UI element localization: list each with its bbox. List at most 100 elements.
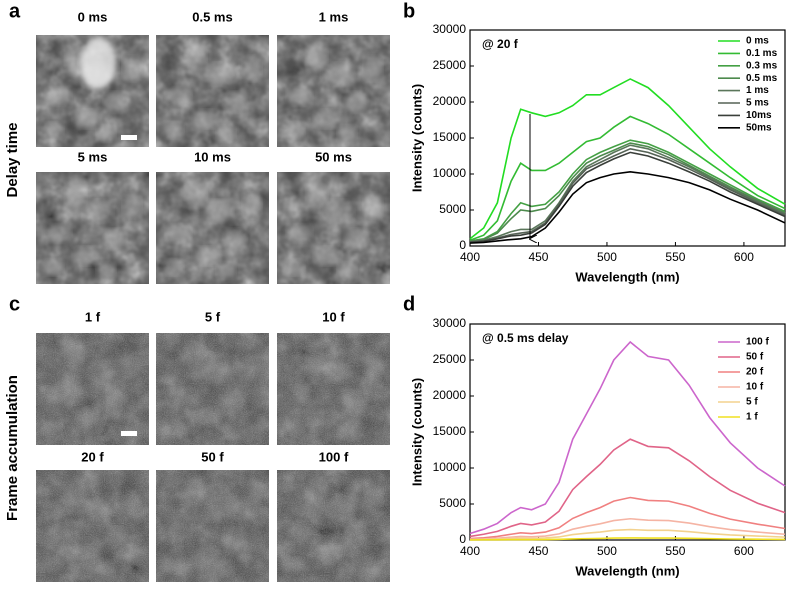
image-caption: 100 f <box>319 449 349 464</box>
image-blob <box>104 92 127 113</box>
y-tick-label: 0 <box>459 238 466 252</box>
image-blob <box>306 41 327 74</box>
image-noise <box>36 470 149 582</box>
series-line <box>469 537 786 541</box>
legend-label: 0.3 ms <box>746 60 778 71</box>
micrograph <box>156 333 269 445</box>
series-line <box>469 142 786 243</box>
micrograph <box>36 172 149 284</box>
annotation: @ 20 f <box>482 37 519 51</box>
micrograph <box>156 470 269 582</box>
chart: 0 5000 10000 15000 20000 25000 30000 400 450 500 5… <box>409 316 786 578</box>
image-caption: 5 ms <box>78 149 108 164</box>
series-line <box>469 340 786 535</box>
image-blob <box>338 262 357 279</box>
legend-label: 0 ms <box>746 36 769 47</box>
series-line <box>469 78 786 240</box>
image-blob <box>314 110 341 128</box>
x-tick-label: 400 <box>460 544 480 558</box>
image-blob <box>314 247 341 265</box>
legend-label: 0.1 ms <box>746 48 778 59</box>
micrograph <box>277 172 390 284</box>
image-caption: 1 ms <box>319 9 349 24</box>
series-line <box>469 151 786 244</box>
image-blob <box>224 92 247 113</box>
y-tick-label: 5000 <box>439 496 466 510</box>
y-tick-label: 25000 <box>433 352 467 366</box>
image-caption: 50 ms <box>315 149 352 164</box>
image-blob <box>104 229 127 250</box>
x-tick-label: 550 <box>665 544 685 558</box>
x-tick-label: 500 <box>597 544 617 558</box>
image-noise <box>277 333 390 445</box>
series-line <box>469 139 786 242</box>
image-blob <box>204 63 233 86</box>
image-blob <box>287 87 312 106</box>
image-blob <box>162 259 183 276</box>
image-blob <box>204 200 233 223</box>
image-noise <box>156 470 269 582</box>
series-line <box>469 496 786 540</box>
series-line <box>469 438 786 538</box>
image-caption: 50 f <box>201 449 224 464</box>
legend-label: 10 f <box>746 382 764 393</box>
image-blob <box>283 122 304 139</box>
legend-label: 10ms <box>746 110 772 121</box>
y-axis-title: Intensity (counts) <box>409 378 424 486</box>
x-tick-label: 500 <box>597 250 617 264</box>
image-blob <box>42 122 63 139</box>
y-tick-label: 15000 <box>433 130 467 144</box>
image-glow <box>80 37 117 89</box>
legend-label: 20 f <box>746 367 764 378</box>
image-blob <box>217 125 236 142</box>
image-blob <box>73 247 100 265</box>
x-tick-label: 600 <box>734 544 754 558</box>
series-line <box>469 147 786 243</box>
image-caption: 10 f <box>322 309 345 324</box>
image-caption: 10 ms <box>194 149 231 164</box>
image-blob <box>97 262 116 279</box>
x-axis-title: Wavelength (nm) <box>575 563 679 578</box>
y-tick-label: 30000 <box>433 22 467 36</box>
image-blob <box>325 63 354 86</box>
series-line <box>469 171 786 244</box>
micrograph <box>36 35 149 147</box>
legend-label: 1 f <box>746 412 758 423</box>
micrograph <box>36 333 149 445</box>
x-tick-label: 400 <box>460 250 480 264</box>
image-blob <box>84 200 113 223</box>
panel-label: a <box>9 0 21 22</box>
legend-label: 5 ms <box>746 98 769 109</box>
scale-bar <box>121 431 137 436</box>
micrograph <box>277 333 390 445</box>
image-blob <box>345 229 368 250</box>
image-blob <box>287 224 312 243</box>
image-noise <box>277 470 390 582</box>
image-blob <box>345 92 368 113</box>
image-blob <box>243 193 262 218</box>
image-blob <box>193 110 220 128</box>
y-tick-label: 10000 <box>433 460 467 474</box>
scale-bar <box>121 135 137 140</box>
y-tick-label: 0 <box>459 532 466 546</box>
image-caption: 20 f <box>81 449 104 464</box>
image-blob <box>166 87 191 106</box>
panel-label: d <box>403 293 415 315</box>
image-caption: 1 f <box>85 309 101 324</box>
y-tick-label: 20000 <box>433 94 467 108</box>
image-caption: 0.5 ms <box>192 9 232 24</box>
legend-label: 1 ms <box>746 85 769 96</box>
y-tick-label: 5000 <box>439 202 466 216</box>
y-axis-title: Intensity (counts) <box>409 84 424 192</box>
x-tick-label: 550 <box>665 250 685 264</box>
image-blob <box>325 200 354 223</box>
micrograph <box>36 470 149 582</box>
image-blob <box>185 41 206 74</box>
image-blob <box>46 87 71 106</box>
image-blob <box>73 110 100 128</box>
micrograph <box>156 35 269 147</box>
x-axis-title: Wavelength (nm) <box>575 269 679 284</box>
image-blob <box>162 122 183 139</box>
